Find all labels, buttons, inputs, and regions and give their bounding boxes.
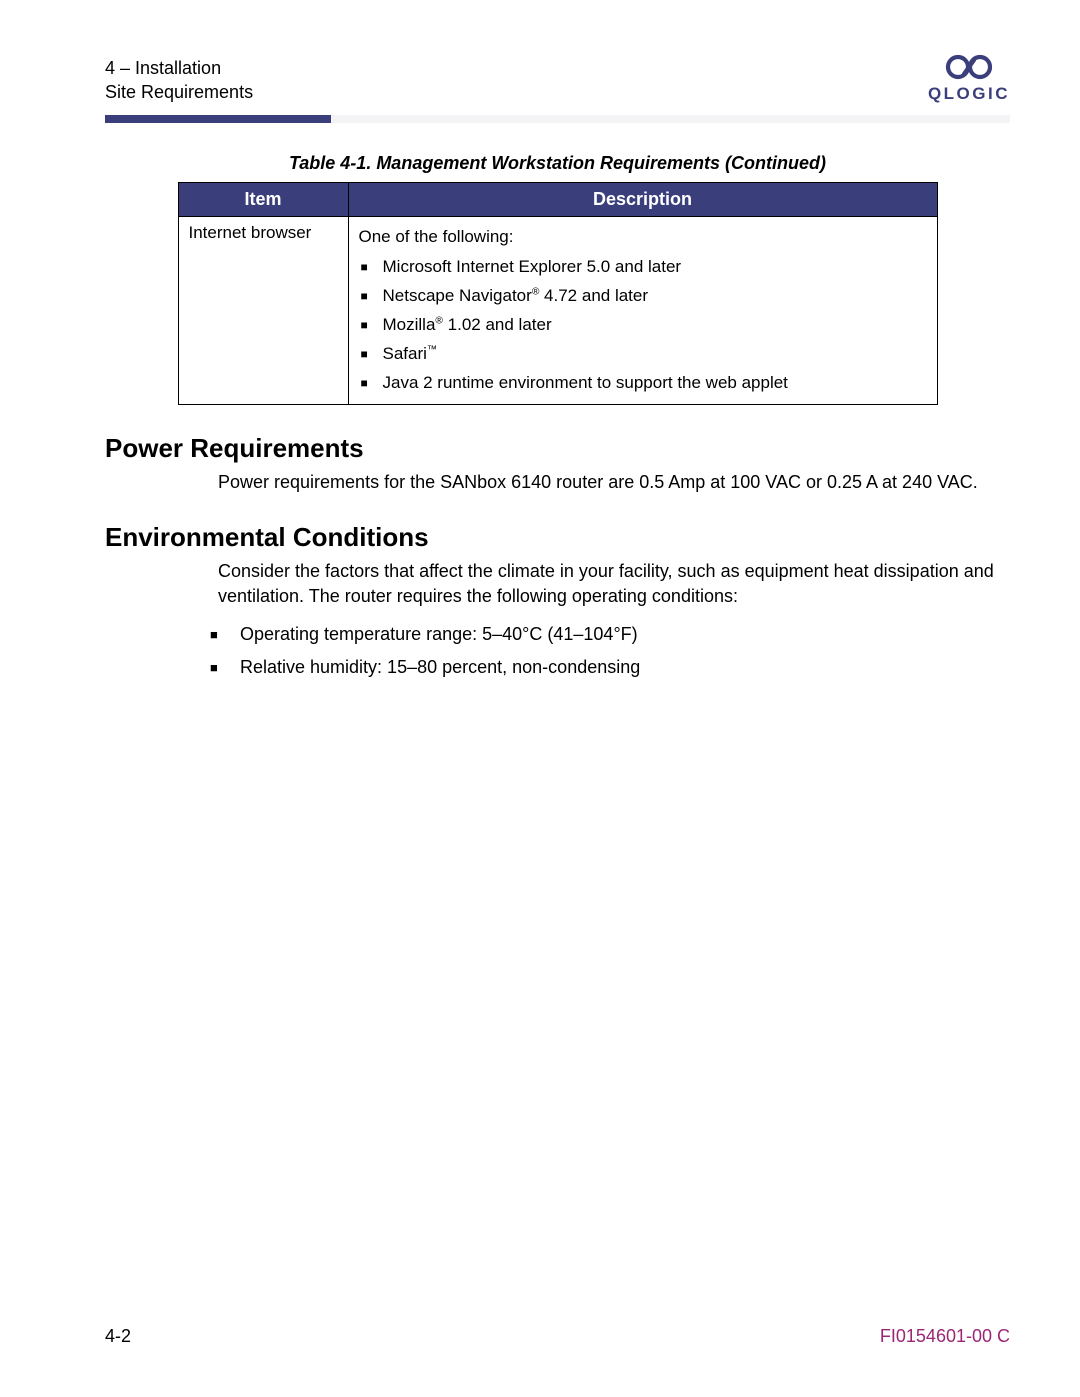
divider-track <box>331 115 1010 123</box>
brand-logo: QLOGIC <box>928 52 1010 104</box>
header-text: 4 – Installation Site Requirements <box>105 56 253 105</box>
divider-accent <box>105 115 331 123</box>
col-item: Item <box>178 182 348 216</box>
power-requirements-heading: Power Requirements <box>105 433 1010 464</box>
header-section: Site Requirements <box>105 80 253 104</box>
list-item: Operating temperature range: 5–40°C (41–… <box>240 618 1010 651</box>
bullet-text-post: 4.72 and later <box>539 286 648 305</box>
table-caption: Table 4-1. Management Workstation Requir… <box>105 153 1010 174</box>
environmental-conditions-heading: Environmental Conditions <box>105 522 1010 553</box>
header-chapter: 4 – Installation <box>105 56 253 80</box>
cell-item: Internet browser <box>178 216 348 404</box>
environmental-bullets: Operating temperature range: 5–40°C (41–… <box>240 618 1010 685</box>
page-footer: 4-2 FI0154601-00 C <box>105 1326 1010 1347</box>
col-description: Description <box>348 182 937 216</box>
power-requirements-body: Power requirements for the SANbox 6140 r… <box>218 470 1010 494</box>
environmental-conditions-body: Consider the factors that affect the cli… <box>218 559 1010 608</box>
bullet-text-post: 1.02 and later <box>443 315 552 334</box>
page-number: 4-2 <box>105 1326 131 1347</box>
desc-bullets: Microsoft Internet Explorer 5.0 and late… <box>359 253 927 397</box>
document-number: FI0154601-00 C <box>880 1326 1010 1347</box>
brand-logo-text: QLOGIC <box>928 84 1010 104</box>
cell-description: One of the following: Microsoft Internet… <box>348 216 937 404</box>
trademark-mark: ™ <box>427 345 437 356</box>
list-item: Java 2 runtime environment to support th… <box>383 369 927 398</box>
bullet-text-pre: Netscape Navigator <box>383 286 532 305</box>
list-item: Microsoft Internet Explorer 5.0 and late… <box>383 253 927 282</box>
requirements-table: Item Description Internet browser One of… <box>178 182 938 405</box>
list-item: Safari™ <box>383 340 927 369</box>
page-header: 4 – Installation Site Requirements QLOGI… <box>105 56 1010 105</box>
list-item: Relative humidity: 15–80 percent, non-co… <box>240 651 1010 684</box>
bullet-text-pre: Mozilla <box>383 315 436 334</box>
header-divider <box>105 115 1010 123</box>
qlogic-mark-icon <box>940 52 998 82</box>
registered-mark: ® <box>435 316 443 327</box>
list-item: Mozilla® 1.02 and later <box>383 311 927 340</box>
list-item: Netscape Navigator® 4.72 and later <box>383 282 927 311</box>
desc-lead: One of the following: <box>359 223 927 252</box>
table-row: Internet browser One of the following: M… <box>178 216 937 404</box>
page: 4 – Installation Site Requirements QLOGI… <box>0 0 1080 1397</box>
cell-description-content: One of the following: Microsoft Internet… <box>359 223 927 398</box>
table-header-row: Item Description <box>178 182 937 216</box>
bullet-text-pre: Safari <box>383 344 427 363</box>
